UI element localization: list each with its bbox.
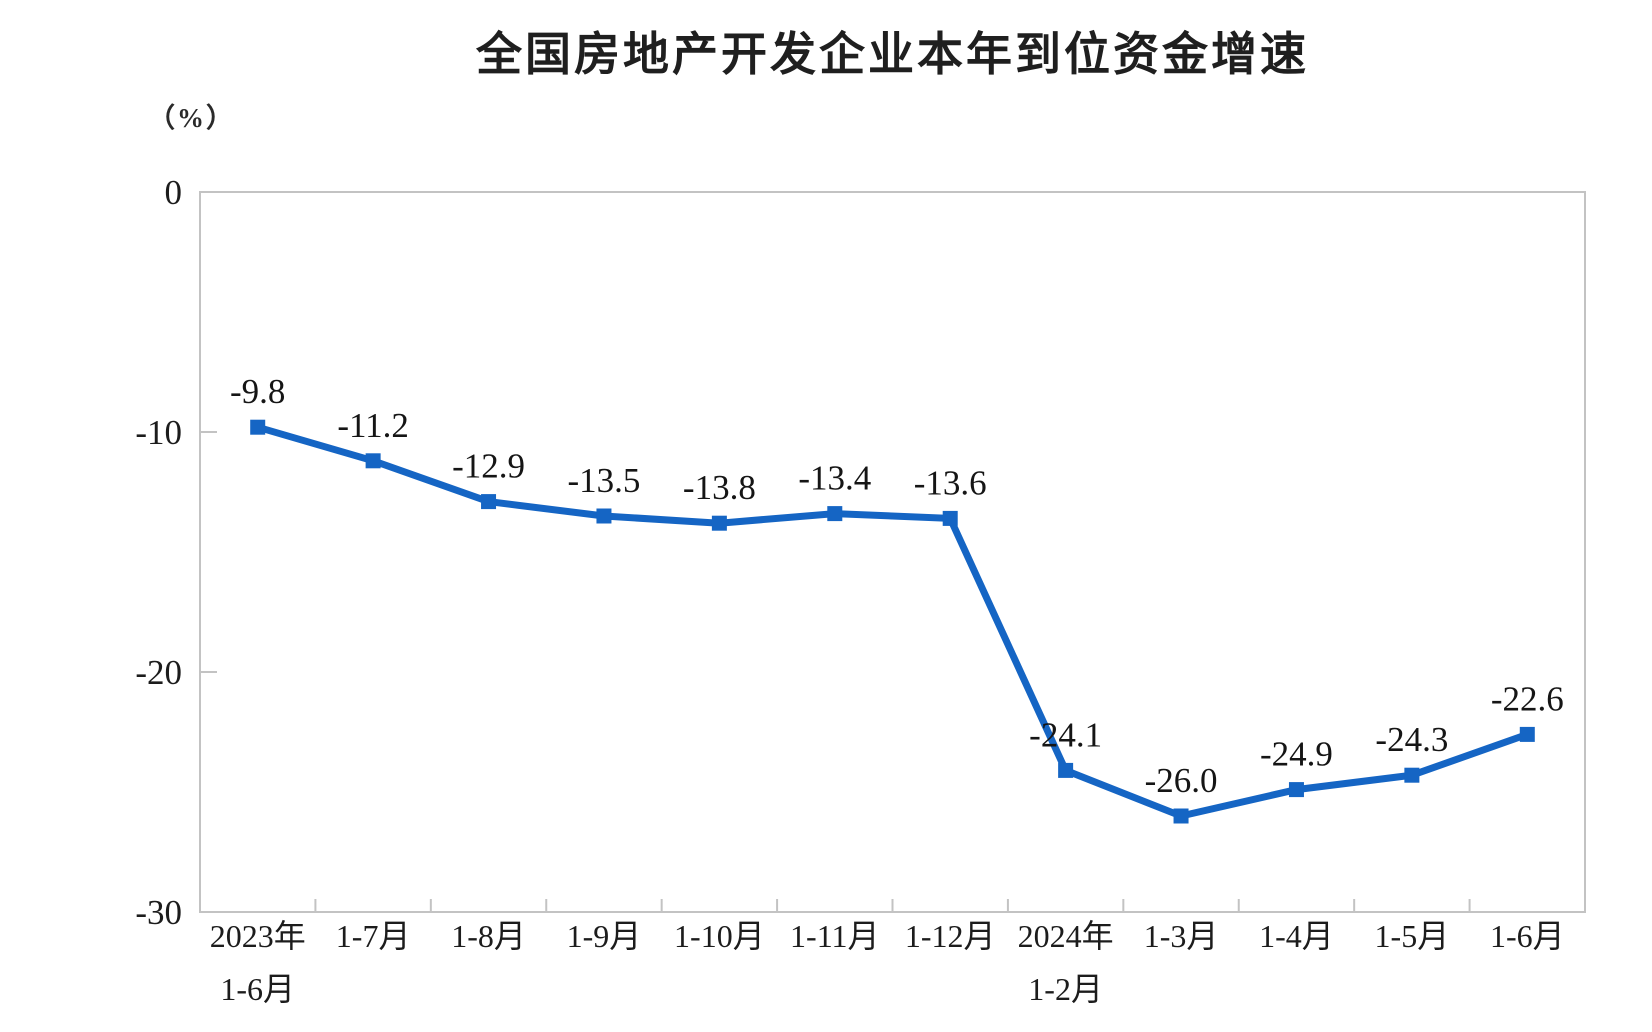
x-axis-category-label-line2: 1-6月	[220, 971, 295, 1007]
data-point-marker	[1058, 762, 1074, 778]
data-point-label: -26.0	[1145, 761, 1218, 800]
x-axis-category-label: 1-11月	[790, 918, 879, 954]
x-axis-category-label: 1-7月	[336, 918, 411, 954]
data-point-label: -24.9	[1260, 735, 1333, 774]
plot-frame	[199, 191, 1586, 913]
x-axis-category-label: 1-8月	[451, 918, 526, 954]
data-point-marker	[365, 453, 381, 469]
data-point-label: -13.6	[914, 463, 987, 502]
x-axis-category-label: 1-3月	[1144, 918, 1219, 954]
data-point-label: -9.8	[230, 372, 285, 411]
data-point-label: -24.1	[1029, 715, 1102, 754]
data-point-label: -13.8	[683, 468, 756, 507]
y-axis-tick-label: -10	[135, 413, 182, 452]
data-point-marker	[250, 419, 266, 435]
y-axis-unit-label: （%）	[148, 103, 235, 133]
data-point-label: -11.2	[337, 406, 409, 445]
data-point-marker	[1404, 767, 1420, 783]
data-point-label: -24.3	[1375, 720, 1448, 759]
x-axis-category-label: 1-6月	[1490, 918, 1565, 954]
x-axis-category-label: 2023年	[210, 918, 306, 954]
x-axis-category-label: 2024年	[1018, 918, 1114, 954]
chart-title: 全国房地产开发企业本年到位资金增速	[476, 28, 1309, 80]
data-point-marker	[1173, 808, 1189, 824]
x-axis-category-label: 1-9月	[567, 918, 642, 954]
data-point-label: -12.9	[452, 447, 525, 486]
data-point-marker	[711, 515, 727, 531]
data-point-marker	[1288, 782, 1304, 798]
x-axis-category-label: 1-10月	[674, 918, 765, 954]
data-point-marker	[596, 508, 612, 524]
data-point-marker	[942, 510, 958, 526]
data-point-marker	[827, 506, 843, 522]
data-point-label: -13.5	[568, 461, 641, 500]
data-point-label: -13.4	[798, 459, 871, 498]
y-axis-tick-label: 0	[165, 173, 183, 212]
series-line	[256, 423, 1529, 820]
x-axis-category-label: 1-5月	[1375, 918, 1450, 954]
y-axis-tick-label: -20	[135, 653, 182, 692]
x-axis-category-label-line2: 1-2月	[1028, 971, 1103, 1007]
data-point-marker	[1519, 726, 1535, 742]
x-axis-category-label: 1-4月	[1259, 918, 1334, 954]
x-axis-category-label: 1-12月	[905, 918, 996, 954]
y-axis-tick-label: -30	[135, 893, 182, 932]
data-point-label: -22.6	[1491, 679, 1564, 718]
data-point-marker	[481, 494, 497, 510]
